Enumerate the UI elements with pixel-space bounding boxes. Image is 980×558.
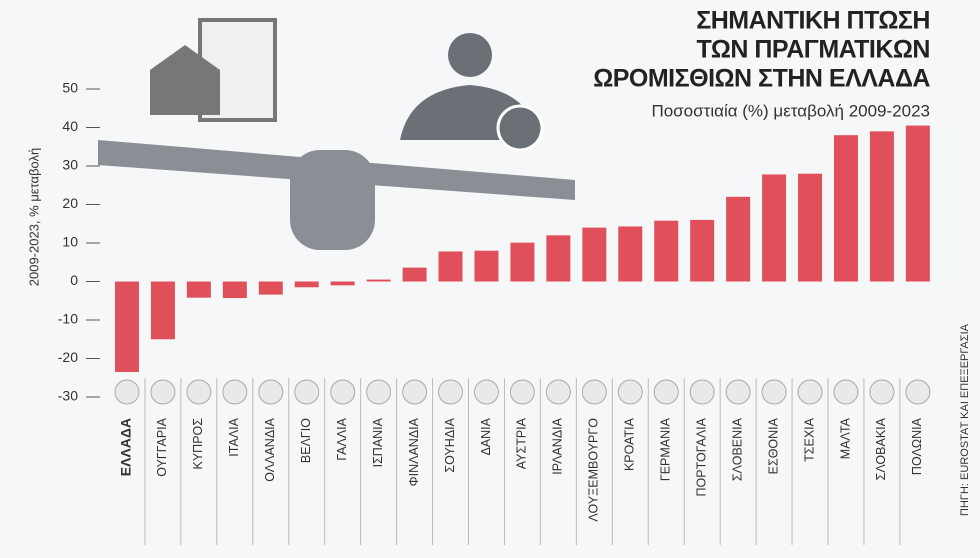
flag bbox=[330, 379, 356, 405]
x-tick-label: ΔΑΝΙΑ bbox=[479, 417, 493, 455]
y-tick-label: 50 bbox=[62, 80, 78, 96]
x-tick-label: ΠΟΡΤΟΓΑΛΙΑ bbox=[694, 417, 708, 496]
chart-title: ΤΩΝ ΠΡΑΓΜΑΤΙΚΩΝ bbox=[697, 36, 931, 64]
flag bbox=[725, 379, 751, 405]
x-tick-label: ΤΣΕΧΙΑ bbox=[802, 417, 816, 462]
flag bbox=[150, 379, 176, 405]
x-tick-label: ΛΟΥΞΕΜΒΟΥΡΓΟ bbox=[587, 418, 601, 522]
illustration bbox=[98, 18, 575, 250]
x-tick-label: ΣΟΥΗΔΙΑ bbox=[443, 417, 457, 472]
bar bbox=[222, 281, 247, 299]
flag bbox=[258, 379, 284, 405]
flag bbox=[581, 379, 607, 405]
bar bbox=[438, 251, 463, 282]
subtitle: Ποσοστιαία (%) μεταβολή 2009-2023 bbox=[651, 101, 930, 120]
flag bbox=[905, 379, 931, 405]
bar bbox=[114, 281, 139, 372]
x-tick-label: ΙΤΑΛΙΑ bbox=[227, 417, 241, 456]
y-tick-label: -10 bbox=[58, 311, 78, 327]
bar bbox=[186, 281, 211, 298]
x-tick-label: ΣΛΟΒΕΝΙΑ bbox=[730, 417, 744, 481]
bar bbox=[150, 281, 175, 340]
flag bbox=[689, 379, 715, 405]
bar bbox=[833, 135, 858, 282]
bar bbox=[618, 226, 643, 282]
x-tick-label: ΦΙΝΛΑΝΔΙΑ bbox=[407, 417, 421, 486]
flag bbox=[761, 379, 787, 405]
chart-title: ΣΗΜΑΝΤΙΚΗ ΠΤΩΣΗ bbox=[696, 7, 930, 35]
bar bbox=[654, 220, 679, 282]
bar bbox=[798, 173, 823, 282]
x-tick-label: ΟΛΛΑΝΔΙΑ bbox=[263, 417, 277, 481]
bar bbox=[258, 281, 283, 295]
y-axis-label: 2009-2023, % μεταβολή bbox=[26, 148, 41, 287]
bar bbox=[402, 267, 427, 282]
chart-title: ΩΡΟΜΙΣΘΙΩΝ ΣΤΗΝ ΕΛΛΑΔΑ bbox=[593, 65, 930, 93]
x-tick-label: ΓΑΛΛΙΑ bbox=[335, 417, 349, 460]
x-tick-label: ΑΥΣΤΡΙΑ bbox=[515, 417, 529, 469]
y-tick-label: 20 bbox=[62, 195, 78, 211]
flag bbox=[366, 379, 392, 405]
x-tick-label: ΜΑΛΤΑ bbox=[838, 417, 852, 459]
x-tick-label: ΚΥΠΡΟΣ bbox=[191, 418, 205, 470]
x-tick-label: ΟΥΓΓΑΡΙΑ bbox=[155, 417, 169, 476]
bar bbox=[869, 131, 894, 282]
flag bbox=[869, 379, 895, 405]
flag bbox=[294, 379, 320, 405]
x-tick-label: ΣΛΟΒΑΚΙΑ bbox=[874, 417, 888, 480]
bar bbox=[510, 242, 535, 282]
bar bbox=[546, 235, 571, 282]
bar bbox=[726, 196, 751, 282]
flag bbox=[438, 379, 464, 405]
y-tick-label: 10 bbox=[62, 234, 78, 250]
y-tick-label: -20 bbox=[58, 349, 78, 365]
y-tick-label: 30 bbox=[62, 157, 78, 173]
y-tick-label: 0 bbox=[70, 272, 78, 288]
bar bbox=[366, 279, 391, 282]
flag bbox=[797, 379, 823, 405]
bar bbox=[294, 281, 319, 288]
bar bbox=[474, 250, 499, 282]
x-tick-label: ΙΣΠΑΝΙΑ bbox=[371, 417, 385, 467]
flag bbox=[545, 379, 571, 405]
flag bbox=[222, 379, 248, 405]
flag bbox=[114, 379, 140, 405]
flag bbox=[617, 379, 643, 405]
x-tick-label: ΕΛΛΑΔΑ bbox=[118, 418, 134, 476]
x-tick-label: ΠΟΛΩΝΙΑ bbox=[910, 417, 924, 475]
bar bbox=[582, 227, 607, 282]
x-tick-label: ΓΕΡΜΑΝΙΑ bbox=[659, 417, 673, 481]
bar bbox=[905, 125, 930, 282]
flag bbox=[509, 379, 535, 405]
x-tick-label: ΕΣΘΟΝΙΑ bbox=[766, 417, 780, 474]
y-tick-label: -30 bbox=[58, 388, 78, 404]
source: ΠΗΓΗ: EUROSTAT ΚΑΙ ΕΠΕΞΕΡΓΑΣΙΑ bbox=[959, 323, 971, 516]
bar bbox=[690, 219, 715, 282]
x-tick-label: ΚΡΟΑΤΙΑ bbox=[623, 417, 637, 471]
flag bbox=[402, 379, 428, 405]
flag bbox=[473, 379, 499, 405]
bar bbox=[330, 281, 355, 286]
x-tick-label: ΙΡΛΑΝΔΙΑ bbox=[551, 417, 565, 474]
flag bbox=[833, 379, 859, 405]
flag bbox=[653, 379, 679, 405]
bar bbox=[762, 174, 787, 282]
y-tick-label: 40 bbox=[62, 118, 78, 134]
flag bbox=[186, 379, 212, 405]
x-tick-label: ΒΕΛΓΙΟ bbox=[299, 418, 313, 463]
